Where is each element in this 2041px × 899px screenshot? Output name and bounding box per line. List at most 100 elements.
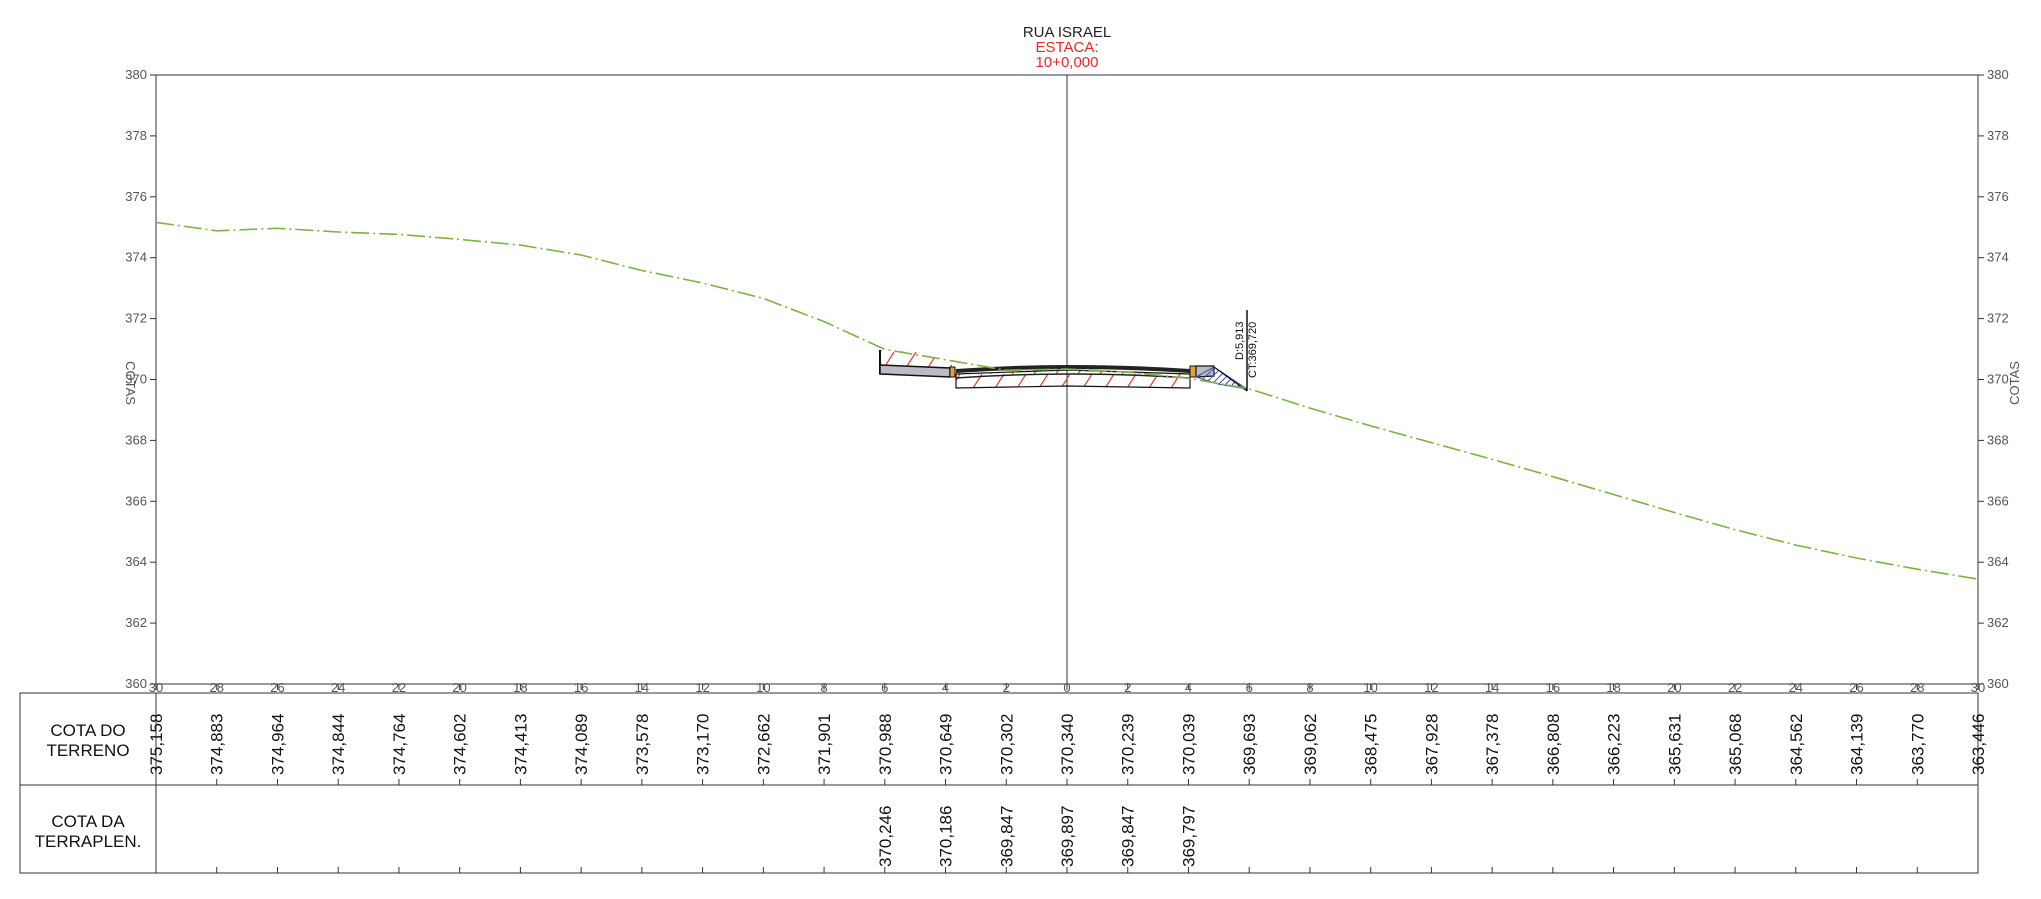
offset-annotation: D:5,913 [1234,321,1246,360]
terreno-value: 366,223 [1605,714,1624,775]
terreno-value: 370,039 [1179,714,1198,775]
left-axis-title: COTAS [123,361,138,405]
terreno-value: 373,578 [633,714,652,775]
offset-tick-label: 0 [1063,680,1070,695]
offset-tick-label: 8 [1306,680,1313,695]
offset-tick-label: 28 [1910,680,1924,695]
offset-tick-label: 10 [756,680,770,695]
terrain-line-group [155,221,1979,580]
terreno-value: 363,770 [1908,714,1927,775]
terraplen-value: 369,847 [1119,806,1138,867]
elevation-tick-label-left: 362 [125,615,147,630]
offset-tick-label: 12 [1424,680,1438,695]
offset-tick-label: 4 [1185,680,1192,695]
elevation-tick-label-right: 370 [1987,372,2009,387]
elevation-tick-label-left: 360 [125,676,147,691]
terreno-value: 368,475 [1362,714,1381,775]
offset-tick-label: 16 [574,680,588,695]
offset-tick-label: 20 [452,680,466,695]
road-surface [955,365,1191,373]
offset-tick-label: 8 [820,680,827,695]
offset-tick-label: 14 [635,680,649,695]
left-sidewalk [879,364,951,378]
terraplen-value: 369,797 [1179,806,1198,867]
elevation-tick-label-left: 374 [125,250,147,265]
right-axis-title: COTAS [2007,361,2022,405]
offset-tick-label: 2 [1124,680,1131,695]
terraplen-value: 369,847 [997,806,1016,867]
elevation-annotation: CT:369,720 [1247,322,1259,378]
terreno-value: 366,808 [1544,714,1563,775]
terreno-value: 370,340 [1058,714,1077,775]
offset-tick-label: 26 [1849,680,1863,695]
offset-tick-label: 2 [1003,680,1010,695]
row1-label-line1: COTA DO [50,721,125,740]
offset-tick-label: 30 [149,680,163,695]
estaca-value: 10+0,000 [1036,54,1099,71]
elevation-tick-label-right: 364 [1987,554,2009,569]
street-name: RUA ISRAEL [1023,24,1111,41]
terreno-value: 374,964 [268,714,287,775]
terreno-value: 374,764 [390,714,409,775]
terraplen-value: 369,897 [1058,806,1077,867]
terreno-value: 370,988 [876,714,895,775]
elevation-tick-label-left: 368 [125,432,147,447]
offset-tick-label: 20 [1667,680,1681,695]
elevation-tick-label-left: 372 [125,311,147,326]
terreno-value: 374,413 [511,714,530,775]
estaca-label: ESTACA: [1035,39,1098,56]
elevation-tick-label-right: 378 [1987,128,2009,143]
terreno-value: 374,883 [208,714,227,775]
elevation-tick-label-left: 378 [125,128,147,143]
offset-tick-label: 14 [1485,680,1499,695]
elevation-tick-label-left: 364 [125,554,147,569]
terreno-value: 372,662 [754,714,773,775]
terreno-value: 363,446 [1969,714,1988,775]
terreno-value: 371,901 [815,714,834,775]
terreno-value: 374,089 [572,714,591,775]
elevation-tick-label-right: 360 [1987,676,2009,691]
right-curb [1189,365,1197,378]
row2-label-line1: COTA DA [51,812,125,831]
terreno-value: 365,068 [1726,714,1745,775]
terreno-value: 364,562 [1787,714,1806,775]
road-base-line [955,373,1191,379]
terreno-value: 370,239 [1119,714,1138,775]
terraplen-value: 370,186 [937,806,956,867]
elevation-tick-label-right: 372 [1987,311,2009,326]
offset-tick-label: 22 [392,680,406,695]
offset-tick-label: 26 [270,680,284,695]
offset-tick-label: 24 [331,680,345,695]
elevation-tick-label-left: 370 [125,372,147,387]
offset-tick-label: 16 [1546,680,1560,695]
pavement-cut-area [955,369,1191,389]
terreno-value: 367,378 [1483,714,1502,775]
elevation-tick-label-left: 376 [125,189,147,204]
terreno-value: 374,844 [329,714,348,775]
terreno-value: 370,649 [937,714,956,775]
terreno-value: 375,158 [147,714,166,775]
offset-tick-label: 24 [1789,680,1803,695]
terreno-value: 369,062 [1301,714,1320,775]
offset-tick-label: 4 [942,680,949,695]
offset-tick-group: 30 28 26 24 22 20 18 16 14 12 10 8 6 4 2 0 2 4 6 8 10 12 14 16 1… [149,680,1985,695]
terreno-value: 364,139 [1848,714,1867,775]
terreno-value: 373,170 [694,714,713,775]
offset-tick-label: 18 [1606,680,1620,695]
elevation-tick-label-right: 374 [1987,250,2009,265]
elevation-tick-label-left: 380 [125,67,147,82]
offset-tick-label: 12 [695,680,709,695]
elevation-tick-label-right: 380 [1987,67,2009,82]
elevation-tick-group: 380 380 378 378 376 376 374 374 372 372 370 370 368 3… [125,67,2008,691]
offset-tick-label: 22 [1728,680,1742,695]
elevation-tick-label-right: 376 [1987,189,2009,204]
terraplen-value: 370,246 [876,806,895,867]
elevation-tick-label-right: 366 [1987,493,2009,508]
left-curb [949,366,956,378]
elevation-tick-label-right: 368 [1987,432,2009,447]
terreno-value: 365,631 [1665,714,1684,775]
offset-tick-label: 18 [513,680,527,695]
elevation-tick-label-right: 362 [1987,615,2009,630]
table-value-group: 375,158 374,883 374,964 374,844 374,764 374,6… [147,714,1988,873]
